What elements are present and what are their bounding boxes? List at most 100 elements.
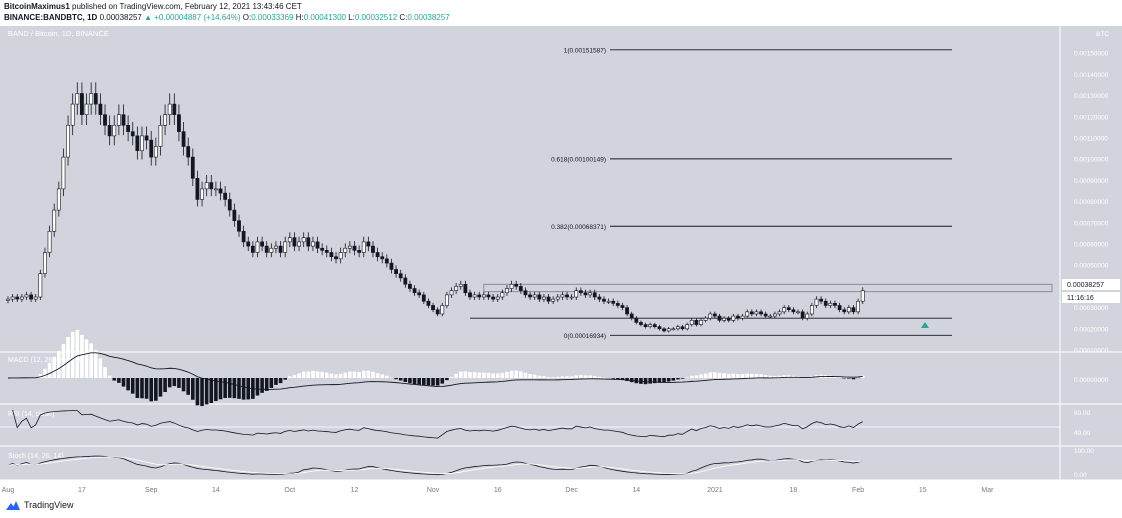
macd-histogram-bar	[274, 378, 278, 385]
macd-histogram-bar	[57, 350, 61, 378]
macd-histogram-bar	[61, 344, 66, 378]
candle-body	[791, 309, 796, 313]
brand-name: TradingView	[24, 500, 74, 510]
macd-histogram-bar	[458, 371, 463, 378]
candle-body	[38, 273, 43, 298]
candle-body	[116, 114, 121, 126]
macd-histogram-bar	[500, 372, 505, 378]
candle-body	[657, 326, 662, 330]
candle-body	[685, 324, 690, 330]
candle-body	[680, 326, 685, 330]
tradingview-logo-icon	[6, 500, 20, 510]
macd-histogram-bar	[482, 372, 486, 378]
tradingview-footer[interactable]: TradingView	[6, 500, 74, 510]
macd-histogram-bar	[260, 378, 264, 393]
chart-svg[interactable]: BAND / Bitcoin, 1D, BINANCE BTC MACD (12…	[0, 26, 1122, 496]
macd-histogram-bar	[117, 378, 121, 383]
candle-body	[703, 317, 708, 321]
macd-histogram-bar	[472, 372, 477, 378]
candle-body	[361, 241, 366, 253]
countdown-tag-value: 11:16:16	[1067, 295, 1094, 302]
price-tag	[1062, 279, 1120, 290]
macd-histogram-bar	[385, 375, 389, 378]
candle-body	[708, 313, 713, 319]
candle-body	[523, 290, 528, 296]
macd-histogram-bar	[426, 378, 431, 386]
macd-histogram-bar	[491, 373, 495, 378]
macd-histogram-bar	[519, 371, 523, 378]
macd-histogram-bar	[297, 373, 301, 378]
candle-body	[343, 247, 348, 253]
candle-body	[144, 135, 149, 141]
macd-histogram-bar	[569, 376, 574, 378]
macd-histogram-bar	[218, 378, 223, 400]
horizontal-levels: 1(0.00151587) 0.618(0.00100149) 0.382(0.00…	[470, 47, 1053, 340]
candle-body	[269, 247, 274, 253]
candle-body	[486, 294, 491, 298]
macd-histogram-bar	[611, 378, 616, 379]
candle-body	[223, 192, 228, 200]
ohlc-line: BINANCE:BANDBTC, 1D 0.00038257 ▲ +0.0000…	[4, 13, 450, 22]
macd-histogram-bar	[154, 378, 158, 401]
macd-histogram-bar	[422, 378, 426, 385]
candle-body	[495, 296, 500, 300]
candle-body	[722, 317, 727, 321]
candle-body	[537, 294, 542, 300]
candle-body	[736, 315, 740, 319]
buy-signal-arrow	[921, 322, 929, 328]
macd-histogram-bar	[98, 358, 103, 378]
macd-histogram-bar	[163, 378, 167, 393]
candle-body	[481, 294, 486, 298]
candle-body	[84, 103, 89, 115]
candle-body	[278, 245, 283, 253]
candle-body	[315, 241, 320, 249]
price-axis-tick: 0.00140000	[1074, 72, 1109, 79]
macd-histogram-bar	[620, 378, 625, 380]
candle-body	[98, 103, 103, 115]
candle-body	[828, 303, 833, 306]
candle-body	[851, 307, 856, 313]
candle-body	[602, 298, 606, 302]
macd-histogram-bar	[583, 375, 588, 378]
change-arrow: ▲	[144, 13, 152, 22]
macd-histogram-bar	[398, 378, 403, 381]
candle-body	[209, 182, 214, 190]
macd-label: MACD (12, 26, close, 9)	[8, 357, 83, 364]
publish-info: published on TradingView.com, February 1…	[72, 2, 302, 11]
macd-histogram-bar	[653, 378, 657, 384]
candle-body	[671, 328, 676, 331]
candle-body	[297, 241, 301, 247]
candle-body	[565, 294, 569, 298]
macd-histogram-bar	[639, 378, 643, 384]
macd-histogram-bar	[329, 373, 334, 378]
macd-histogram-bar	[126, 378, 130, 391]
candle-body	[10, 296, 15, 300]
macd-histogram-bar	[93, 350, 98, 378]
candle-body	[675, 326, 680, 330]
macd-histogram-bar	[394, 378, 398, 380]
macd-histogram-bar	[232, 378, 237, 399]
candle-body	[588, 292, 593, 296]
macd-histogram-bar	[445, 378, 449, 381]
macd-histogram-bar	[833, 376, 837, 378]
macd-histogram-bar	[685, 377, 689, 378]
macd-histogram-bar	[773, 375, 777, 378]
candle-body	[93, 93, 98, 105]
candle-body	[837, 305, 842, 311]
candle-body	[329, 252, 334, 258]
macd-histogram-bar	[588, 375, 592, 378]
candle-body	[463, 283, 468, 294]
candle-body	[500, 292, 505, 298]
rsi-pane	[0, 409, 1060, 439]
macd-histogram-bar	[361, 370, 366, 378]
candle-body	[514, 283, 519, 287]
candle-body	[782, 307, 787, 313]
chart-area[interactable]: BAND / Bitcoin, 1D, BINANCE BTC MACD (12…	[0, 26, 1122, 496]
macd-histogram-bar	[301, 371, 306, 378]
candle-body	[80, 93, 84, 115]
candle-body	[43, 252, 47, 274]
time-axis-tick: Dec	[565, 487, 578, 494]
time-axis-tick: 18	[790, 487, 798, 494]
candle-body	[768, 315, 773, 318]
countdown-tag	[1062, 292, 1120, 303]
